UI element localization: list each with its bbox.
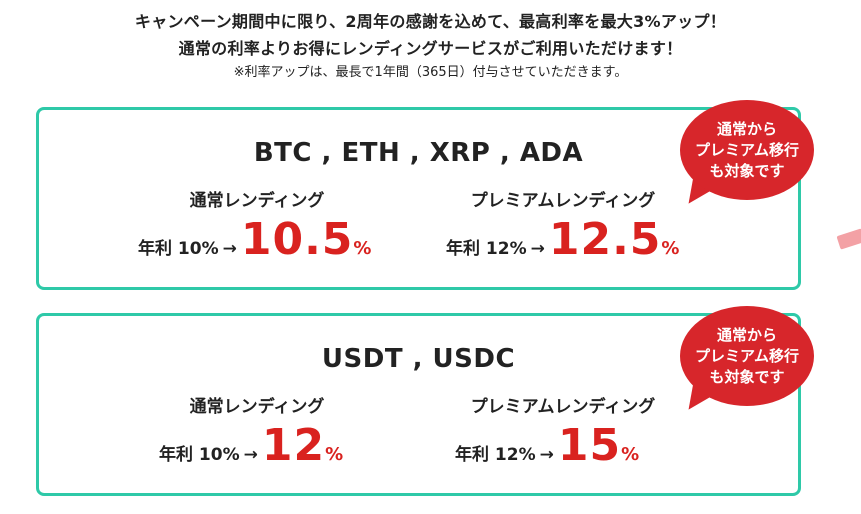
old-rate: 年利 12% [446,239,527,259]
badge-line: 通常から [716,325,777,344]
percent-sign: % [325,444,344,465]
normal-rate: 年利 10% →12% [159,420,343,471]
old-rate: 年利 10% [138,239,219,259]
card-title: USDT , USDC [321,344,516,374]
decorative-ribbon [836,228,861,250]
badge-line: も対象です [709,367,785,386]
intro-line-2: 通常の利率よりお得にレンディングサービスがご利用いただけます！ [178,39,683,58]
old-rate: 年利 10% [159,445,240,465]
premium-transfer-badge: 通常から プレミアム移行 も対象です [680,306,814,406]
intro-line-1: キャンペーン期間中に限り、2周年の感謝を込めて、最高利率を最大3%アップ！ [134,12,727,31]
new-rate-value: 12.5 [548,214,662,265]
campaign-intro: キャンペーン期間中に限り、2周年の感謝を込めて、最高利率を最大3%アップ！ 通常… [0,8,861,84]
rate-card-stablecoin: USDT , USDC 通常レンディング プレミアムレンディング 年利 10% →… [36,313,801,496]
new-rate-value: 10.5 [240,214,354,265]
old-rate: 年利 12% [455,445,536,465]
badge-line: プレミアム移行 [695,140,799,159]
premium-rate: 年利 12% →15% [455,420,639,471]
new-rate-value: 15 [557,420,622,471]
normal-lending-label: 通常レンディング [189,397,325,417]
normal-lending-label: 通常レンディング [189,191,325,211]
arrow-icon: → [539,445,554,465]
new-rate-value: 12 [261,420,326,471]
arrow-icon: → [243,445,258,465]
premium-lending-label: プレミアムレンディング [470,397,656,417]
normal-rate: 年利 10% →10.5% [138,214,371,265]
badge-line: も対象です [709,161,785,180]
premium-lending-label: プレミアムレンディング [470,191,656,211]
premium-transfer-badge: 通常から プレミアム移行 も対象です [680,100,814,200]
percent-sign: % [661,238,680,259]
badge-line: プレミアム移行 [695,346,799,365]
badge-line: 通常から [716,119,777,138]
percent-sign: % [621,444,640,465]
intro-note: ※利率アップは、最長で1年間（365日）付与させていただきます。 [233,65,628,80]
rate-card-crypto: BTC , ETH , XRP , ADA 通常レンディング プレミアムレンディ… [36,107,801,290]
card-title: BTC , ETH , XRP , ADA [253,138,584,168]
arrow-icon: → [222,239,237,259]
percent-sign: % [353,238,372,259]
premium-rate: 年利 12% →12.5% [446,214,679,265]
arrow-icon: → [530,239,545,259]
